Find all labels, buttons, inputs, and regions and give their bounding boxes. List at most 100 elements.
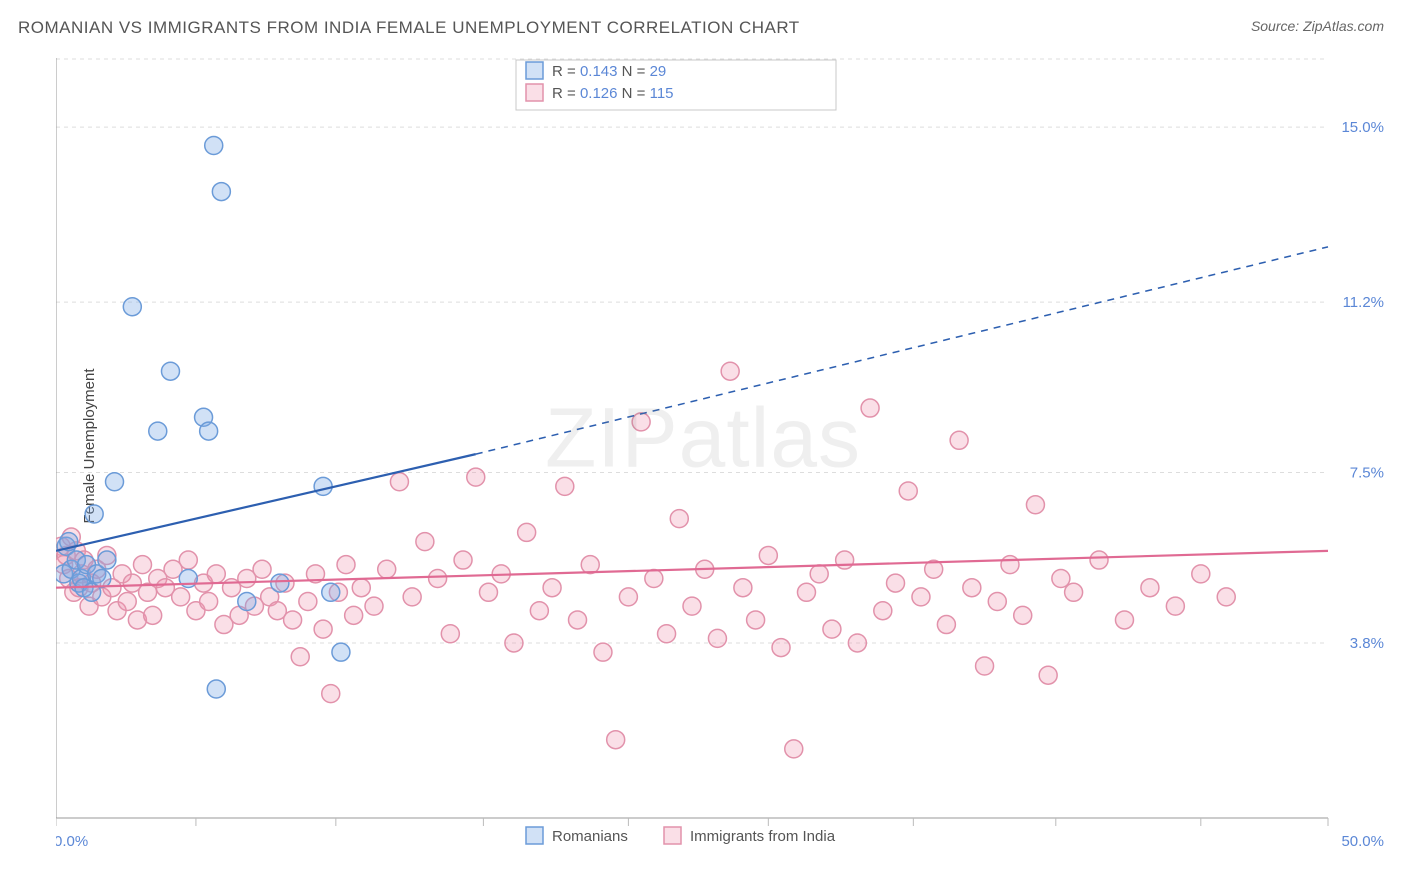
data-point-india (429, 569, 447, 587)
data-point-india (337, 556, 355, 574)
data-point-india (1065, 583, 1083, 601)
data-point-romanians (322, 583, 340, 601)
data-point-romanians (314, 477, 332, 495)
legend-label-bottom: Romanians (552, 828, 628, 845)
data-point-india (632, 413, 650, 431)
data-point-india (1039, 666, 1057, 684)
data-point-india (1166, 597, 1184, 615)
data-point-india (759, 546, 777, 564)
data-point-india (556, 477, 574, 495)
legend-stats: R = 0.143 N = 29 (552, 63, 666, 80)
x-max-label: 50.0% (1341, 833, 1384, 846)
data-point-india (543, 579, 561, 597)
data-point-india (721, 362, 739, 380)
data-point-india (172, 588, 190, 606)
data-point-india (284, 611, 302, 629)
data-point-romanians (161, 362, 179, 380)
legend-swatch (526, 84, 543, 101)
data-point-romanians (93, 569, 111, 587)
data-point-romanians (205, 137, 223, 155)
data-point-romanians (200, 422, 218, 440)
data-point-india (1217, 588, 1235, 606)
data-point-india (1192, 565, 1210, 583)
data-point-india (144, 606, 162, 624)
data-point-india (823, 620, 841, 638)
scatter-chart: 3.8%7.5%11.2%15.0%0.0%50.0%R = 0.143 N =… (56, 58, 1386, 846)
data-point-india (976, 657, 994, 675)
legend-label-bottom: Immigrants from India (690, 828, 836, 845)
data-point-romanians (85, 505, 103, 523)
data-point-india (785, 740, 803, 758)
data-point-india (518, 523, 536, 541)
y-tick-label: 11.2% (1343, 294, 1384, 311)
data-point-india (861, 399, 879, 417)
data-point-india (390, 473, 408, 491)
data-point-india (1014, 606, 1032, 624)
data-point-india (874, 602, 892, 620)
data-point-india (1115, 611, 1133, 629)
data-point-romanians (106, 473, 124, 491)
data-point-india (1090, 551, 1108, 569)
data-point-romanians (332, 643, 350, 661)
data-point-india (619, 588, 637, 606)
trendline-dash-romanians (476, 247, 1328, 454)
data-point-india (670, 510, 688, 528)
data-point-india (441, 625, 459, 643)
data-point-india (836, 551, 854, 569)
data-point-india (772, 639, 790, 657)
legend-swatch-bottom (526, 827, 543, 844)
data-point-romanians (271, 574, 289, 592)
y-tick-label: 3.8% (1350, 635, 1384, 652)
data-point-india (683, 597, 701, 615)
data-point-romanians (98, 551, 116, 569)
data-point-india (118, 593, 136, 611)
data-point-india (950, 431, 968, 449)
legend-swatch-bottom (664, 827, 681, 844)
data-point-india (658, 625, 676, 643)
data-point-india (416, 533, 434, 551)
data-point-india (1052, 569, 1070, 587)
data-point-india (299, 593, 317, 611)
data-point-india (365, 597, 383, 615)
data-point-india (322, 685, 340, 703)
data-point-india (607, 731, 625, 749)
data-point-india (352, 579, 370, 597)
data-point-india (1026, 496, 1044, 514)
x-min-label: 0.0% (56, 833, 88, 846)
data-point-india (253, 560, 271, 578)
data-point-india (1001, 556, 1019, 574)
trendline-romanians (56, 454, 476, 551)
data-point-india (887, 574, 905, 592)
data-point-india (734, 579, 752, 597)
data-point-india (594, 643, 612, 661)
data-point-romanians (207, 680, 225, 698)
data-point-india (530, 602, 548, 620)
y-tick-label: 15.0% (1341, 119, 1384, 136)
data-point-india (133, 556, 151, 574)
data-point-india (467, 468, 485, 486)
data-point-india (454, 551, 472, 569)
data-point-india (848, 634, 866, 652)
data-point-india (645, 569, 663, 587)
legend-swatch (526, 62, 543, 79)
data-point-india (200, 593, 218, 611)
source-value: ZipAtlas.com (1303, 18, 1384, 34)
data-point-india (505, 634, 523, 652)
legend-stats: R = 0.126 N = 115 (552, 85, 674, 102)
data-point-india (912, 588, 930, 606)
data-point-india (747, 611, 765, 629)
data-point-india (797, 583, 815, 601)
data-point-india (479, 583, 497, 601)
source-attribution: Source: ZipAtlas.com (1251, 18, 1384, 34)
data-point-india (314, 620, 332, 638)
data-point-romanians (123, 298, 141, 316)
data-point-india (345, 606, 363, 624)
data-point-india (403, 588, 421, 606)
data-point-romanians (149, 422, 167, 440)
data-point-india (988, 593, 1006, 611)
data-point-india (569, 611, 587, 629)
data-point-india (899, 482, 917, 500)
data-point-india (378, 560, 396, 578)
data-point-romanians (212, 183, 230, 201)
data-point-india (207, 565, 225, 583)
